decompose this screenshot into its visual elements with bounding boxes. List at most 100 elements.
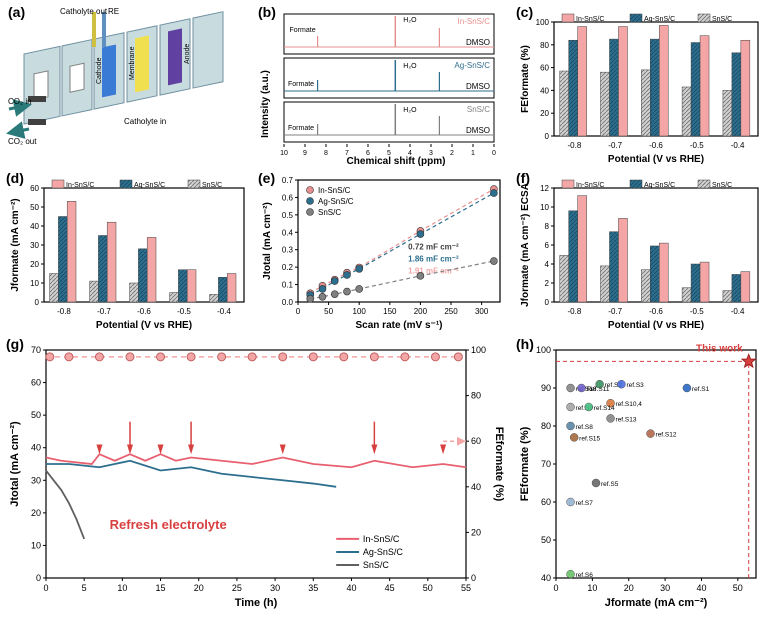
svg-text:Jformate (mA cm⁻²): Jformate (mA cm⁻²) — [605, 597, 708, 609]
svg-text:60: 60 — [31, 378, 41, 388]
svg-text:-0.7: -0.7 — [97, 307, 111, 316]
panel-f-label: (f) — [516, 170, 530, 186]
svg-text:-0.4: -0.4 — [731, 307, 745, 316]
panel-h: (h) 01020304050405060708090100ref.S16Ref… — [514, 336, 766, 612]
svg-text:FEformate (%): FEformate (%) — [520, 45, 531, 113]
svg-text:8: 8 — [324, 150, 328, 157]
svg-text:Ag-SnS/C: Ag-SnS/C — [134, 182, 165, 189]
svg-text:-0.7: -0.7 — [608, 307, 622, 316]
svg-text:0: 0 — [553, 583, 558, 593]
svg-text:H₂O: H₂O — [403, 63, 417, 70]
svg-text:70: 70 — [31, 345, 41, 355]
nmr-spectra: In-SnS/CDMSOFormateH₂OAg-SnS/CDMSOFormat… — [256, 4, 504, 166]
svg-text:60: 60 — [30, 184, 39, 193]
svg-text:80: 80 — [540, 41, 549, 50]
svg-text:100: 100 — [536, 18, 550, 27]
svg-text:CO₂ in: CO₂ in — [8, 97, 32, 106]
svg-text:ref.S15: ref.S15 — [579, 435, 600, 442]
svg-text:55: 55 — [461, 583, 471, 593]
svg-text:SnS/C: SnS/C — [712, 16, 732, 23]
svg-text:0: 0 — [36, 573, 41, 583]
svg-text:Potential (V vs RHE): Potential (V vs RHE) — [608, 320, 704, 331]
svg-text:250: 250 — [444, 307, 458, 316]
svg-text:H₂O: H₂O — [403, 107, 417, 114]
svg-text:0.0: 0.0 — [282, 298, 294, 307]
svg-text:ref.S14: ref.S14 — [594, 405, 615, 412]
panel-g: (g) 051015202530354045505501020304050607… — [4, 336, 508, 612]
svg-text:60: 60 — [541, 497, 551, 507]
svg-text:SnS/C: SnS/C — [467, 105, 490, 114]
svg-text:60: 60 — [540, 64, 549, 73]
svg-text:Formate: Formate — [288, 81, 314, 88]
panel-c: (c) 020406080100-0.8-0.7-0.6-0.5-0.4FEfo… — [514, 4, 766, 168]
panel-e: (e) 0501001502002503000.00.10.20.30.40.5… — [256, 170, 508, 332]
svg-text:0: 0 — [545, 132, 550, 141]
svg-text:0.4: 0.4 — [282, 228, 294, 237]
svg-text:H₂O: H₂O — [403, 17, 417, 24]
svg-text:ref.S13: ref.S13 — [616, 416, 637, 423]
svg-text:4: 4 — [545, 260, 550, 269]
svg-text:15: 15 — [156, 583, 166, 593]
svg-text:40: 40 — [30, 222, 39, 231]
svg-text:20: 20 — [30, 260, 39, 269]
svg-text:20: 20 — [194, 583, 204, 593]
svg-text:In-SnS/C: In-SnS/C — [318, 186, 351, 195]
svg-text:25: 25 — [232, 583, 242, 593]
svg-text:Catholyte in: Catholyte in — [124, 117, 166, 126]
svg-text:0.6: 0.6 — [282, 193, 294, 202]
svg-text:Chemical shift (ppm): Chemical shift (ppm) — [347, 156, 446, 166]
svg-text:ref.S5: ref.S5 — [601, 481, 619, 488]
svg-text:-0.7: -0.7 — [608, 141, 622, 150]
svg-text:40: 40 — [540, 86, 549, 95]
svg-text:1.91 mF cm⁻²: 1.91 mF cm⁻² — [408, 267, 459, 276]
panel-e-label: (e) — [258, 170, 275, 186]
svg-text:2: 2 — [545, 279, 550, 288]
svg-text:50: 50 — [324, 307, 333, 316]
svg-text:10: 10 — [30, 279, 39, 288]
svg-text:-0.8: -0.8 — [568, 141, 582, 150]
svg-text:45: 45 — [385, 583, 395, 593]
svg-text:FEformate (%): FEformate (%) — [493, 427, 505, 502]
svg-text:Potential (V vs RHE): Potential (V vs RHE) — [96, 320, 192, 331]
svg-text:35: 35 — [308, 583, 318, 593]
svg-text:Formate: Formate — [290, 27, 316, 34]
svg-text:0: 0 — [43, 583, 48, 593]
svg-text:ref.S7: ref.S7 — [576, 500, 594, 507]
panel-a-label: (a) — [8, 4, 25, 20]
svg-text:12: 12 — [540, 184, 549, 193]
svg-text:Formate: Formate — [288, 125, 314, 132]
svg-text:-0.8: -0.8 — [568, 307, 582, 316]
svg-text:Ag-SnS/C: Ag-SnS/C — [644, 16, 675, 23]
svg-text:-0.6: -0.6 — [649, 307, 663, 316]
svg-text:50: 50 — [30, 203, 39, 212]
svg-text:5: 5 — [82, 583, 87, 593]
chart-d-svg: 0102030405060-0.8-0.7-0.6-0.5-0.4Jformat… — [4, 170, 252, 332]
svg-text:300: 300 — [475, 307, 489, 316]
svg-text:100: 100 — [353, 307, 367, 316]
svg-text:Jformate (mA cm⁻²): Jformate (mA cm⁻²) — [10, 198, 21, 291]
svg-text:80: 80 — [541, 421, 551, 431]
svg-text:ref.S6: ref.S6 — [576, 572, 594, 579]
svg-text:In-SnS/C: In-SnS/C — [458, 17, 491, 26]
svg-text:-0.5: -0.5 — [690, 141, 704, 150]
svg-text:40: 40 — [31, 443, 41, 453]
svg-text:RE: RE — [108, 7, 119, 16]
svg-text:DMSO: DMSO — [466, 38, 490, 47]
svg-text:Jtotal (mA cm⁻²): Jtotal (mA cm⁻²) — [262, 202, 273, 280]
svg-text:40: 40 — [696, 583, 706, 593]
svg-text:-0.4: -0.4 — [217, 307, 231, 316]
svg-text:-0.5: -0.5 — [690, 307, 704, 316]
svg-text:8: 8 — [545, 222, 550, 231]
panel-h-label: (h) — [516, 336, 534, 352]
svg-text:ref.S10,4: ref.S10,4 — [616, 401, 643, 408]
chart-c-svg: 020406080100-0.8-0.7-0.6-0.5-0.4FEformat… — [514, 4, 766, 166]
svg-text:Ag-SnS/C: Ag-SnS/C — [454, 61, 490, 70]
svg-text:ref.S12: ref.S12 — [656, 432, 677, 439]
svg-text:Ag-SnS/C: Ag-SnS/C — [363, 547, 404, 557]
electrochemical-cell-diagram: Catholyte out RE CO₂ in CO₂ out Cathode … — [4, 4, 252, 166]
svg-text:-0.8: -0.8 — [57, 307, 71, 316]
svg-text:10: 10 — [280, 150, 288, 157]
svg-text:20: 20 — [471, 527, 481, 537]
svg-text:FEformate (%): FEformate (%) — [519, 426, 531, 501]
svg-text:30: 30 — [31, 475, 41, 485]
